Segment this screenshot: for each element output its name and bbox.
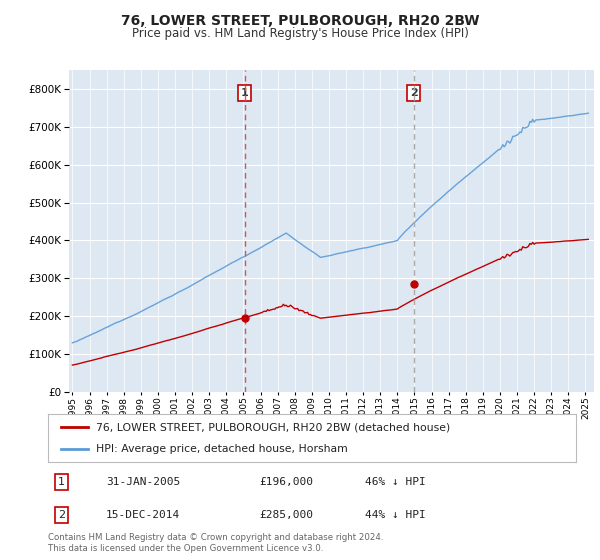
Text: Price paid vs. HM Land Registry's House Price Index (HPI): Price paid vs. HM Land Registry's House …: [131, 27, 469, 40]
Text: 15-DEC-2014: 15-DEC-2014: [106, 510, 181, 520]
Text: Contains HM Land Registry data © Crown copyright and database right 2024.
This d: Contains HM Land Registry data © Crown c…: [48, 533, 383, 553]
Text: £196,000: £196,000: [259, 477, 313, 487]
Text: 44% ↓ HPI: 44% ↓ HPI: [365, 510, 425, 520]
Text: 46% ↓ HPI: 46% ↓ HPI: [365, 477, 425, 487]
Text: 2: 2: [410, 88, 418, 98]
Text: 2: 2: [58, 510, 65, 520]
Text: 76, LOWER STREET, PULBOROUGH, RH20 2BW: 76, LOWER STREET, PULBOROUGH, RH20 2BW: [121, 14, 479, 28]
Text: HPI: Average price, detached house, Horsham: HPI: Average price, detached house, Hors…: [95, 444, 347, 454]
Text: 76, LOWER STREET, PULBOROUGH, RH20 2BW (detached house): 76, LOWER STREET, PULBOROUGH, RH20 2BW (…: [95, 422, 450, 432]
Text: 1: 1: [241, 88, 248, 98]
Text: 1: 1: [58, 477, 65, 487]
Text: £285,000: £285,000: [259, 510, 313, 520]
Text: 31-JAN-2005: 31-JAN-2005: [106, 477, 181, 487]
